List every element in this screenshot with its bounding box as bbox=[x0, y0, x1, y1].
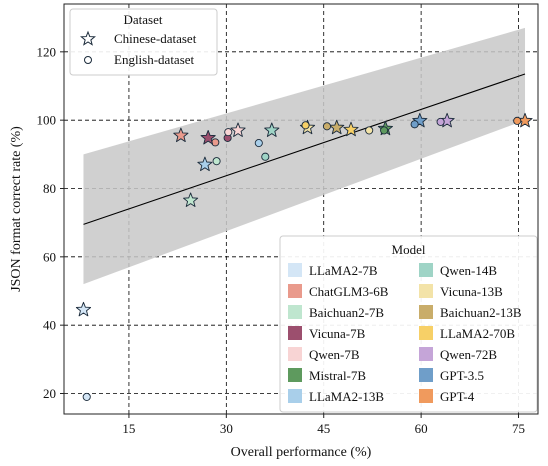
confidence-band bbox=[83, 27, 526, 285]
model-legend-title: Model bbox=[392, 242, 426, 257]
circle-point-vicuna-13b bbox=[365, 126, 374, 135]
model-legend-label: Qwen-7B bbox=[309, 347, 360, 362]
legend-circle-marker bbox=[84, 56, 92, 64]
y-axis-label: JSON format correct rate (%) bbox=[9, 126, 24, 292]
x-tick-label: 60 bbox=[415, 421, 428, 436]
legend-swatch-llama2-13b bbox=[288, 389, 302, 403]
model-legend-label: Qwen-72B bbox=[440, 347, 497, 362]
model-legend-label: Baichuan2-7B bbox=[309, 305, 384, 320]
circle-point-qwen-7b bbox=[224, 128, 233, 137]
x-axis-label: Overall performance (%) bbox=[231, 445, 372, 460]
model-legend-label: ChatGLM3-6B bbox=[309, 284, 389, 299]
dataset-legend: Dataset Chinese-dataset English-dataset bbox=[69, 8, 218, 76]
star-point-llama2-70b bbox=[343, 121, 359, 137]
legend-swatch-chatglm3-6b bbox=[288, 284, 302, 298]
y-tick-label: 80 bbox=[43, 181, 56, 196]
legend-swatch-vicuna-7b bbox=[288, 326, 302, 340]
data-points bbox=[75, 112, 533, 401]
legend-star-marker bbox=[80, 30, 96, 46]
dataset-legend-label: Chinese-dataset bbox=[114, 31, 197, 46]
model-legend-label: Vicuna-7B bbox=[309, 326, 366, 341]
y-tick-label: 40 bbox=[43, 318, 56, 333]
model-legend-label: GPT-3.5 bbox=[440, 368, 484, 383]
y-tick-label: 120 bbox=[37, 44, 57, 59]
legend-swatch-mistral-7b bbox=[288, 368, 302, 382]
star-point-baichuan2-7b bbox=[183, 192, 199, 207]
dataset-legend-label: English-dataset bbox=[114, 52, 195, 67]
model-legend-label: Baichuan2-13B bbox=[440, 305, 522, 320]
legend-swatch-gpt-3.5 bbox=[419, 368, 433, 382]
star-point-vicuna-7b bbox=[200, 129, 216, 145]
circle-point-qwen-14b bbox=[261, 152, 270, 161]
legend-swatch-baichuan2-7b bbox=[288, 305, 302, 319]
legend-swatch-qwen-7b bbox=[288, 347, 302, 361]
model-legend-label: LLaMA2-13B bbox=[309, 389, 384, 404]
x-tick-label: 45 bbox=[317, 421, 330, 436]
x-tick-label: 30 bbox=[220, 421, 233, 436]
star-point-llama2-7b bbox=[75, 301, 92, 317]
star-point-gpt-3.5 bbox=[412, 112, 428, 128]
legend-swatch-baichuan2-13b bbox=[419, 305, 433, 319]
star-point-baichuan2-13b bbox=[329, 119, 345, 135]
model-legend-label: GPT-4 bbox=[440, 389, 475, 404]
star-point-llama2-13b bbox=[197, 156, 213, 172]
dataset-legend-title: Dataset bbox=[124, 12, 163, 27]
y-tick-label: 100 bbox=[37, 113, 57, 128]
y-tick-label: 60 bbox=[43, 249, 56, 264]
legend-swatch-llama2-7b bbox=[288, 263, 302, 277]
x-tick-label: 15 bbox=[122, 421, 135, 436]
star-point-chatglm3-6b bbox=[173, 127, 189, 143]
legend-swatch-vicuna-13b bbox=[419, 284, 433, 298]
circle-point-baichuan2-7b bbox=[212, 157, 221, 166]
circle-point-llama2-70b bbox=[301, 121, 310, 130]
circle-point-mistral-7b bbox=[380, 126, 389, 135]
plot-frame bbox=[63, 3, 539, 415]
model-legend-label: Vicuna-13B bbox=[440, 284, 503, 299]
star-point-qwen-14b bbox=[264, 122, 280, 137]
model-legend-label: LLaMA2-70B bbox=[440, 326, 515, 341]
model-legend-label: LLaMA2-7B bbox=[309, 263, 378, 278]
model-legend-label: Mistral-7B bbox=[309, 368, 366, 383]
model-legend: Model LLaMA2-7B ChatGLM3-6B Baichuan2-7B Vic… bbox=[279, 235, 538, 413]
circle-point-llama2-7b bbox=[82, 392, 91, 401]
circle-point-qwen-72b bbox=[436, 117, 445, 126]
regression-line-path bbox=[83, 73, 526, 225]
circle-point-llama2-13b bbox=[254, 139, 263, 148]
y-tick-label: 20 bbox=[43, 386, 56, 401]
legend-swatch-qwen-72b bbox=[419, 347, 433, 361]
legend-swatch-gpt-4 bbox=[419, 389, 433, 403]
circle-point-gpt-3.5 bbox=[410, 120, 419, 129]
star-point-qwen-7b bbox=[230, 122, 246, 137]
model-legend-label: Qwen-14B bbox=[440, 263, 497, 278]
circle-point-gpt-4 bbox=[513, 116, 522, 125]
x-tick-label: 75 bbox=[512, 421, 525, 436]
dataset-legend-box bbox=[69, 8, 218, 76]
circle-point-chatglm3-6b bbox=[211, 138, 220, 147]
circle-point-baichuan2-13b bbox=[322, 122, 332, 131]
legend-swatch-llama2-70b bbox=[419, 326, 433, 340]
axis-ticks: 15 30 45 60 75 20 40 60 80 100 120 bbox=[37, 44, 526, 436]
regression-line bbox=[83, 73, 526, 225]
model-legend-box bbox=[279, 235, 538, 413]
legend-swatch-qwen-14b bbox=[419, 263, 433, 277]
confidence-band-area bbox=[83, 27, 526, 285]
